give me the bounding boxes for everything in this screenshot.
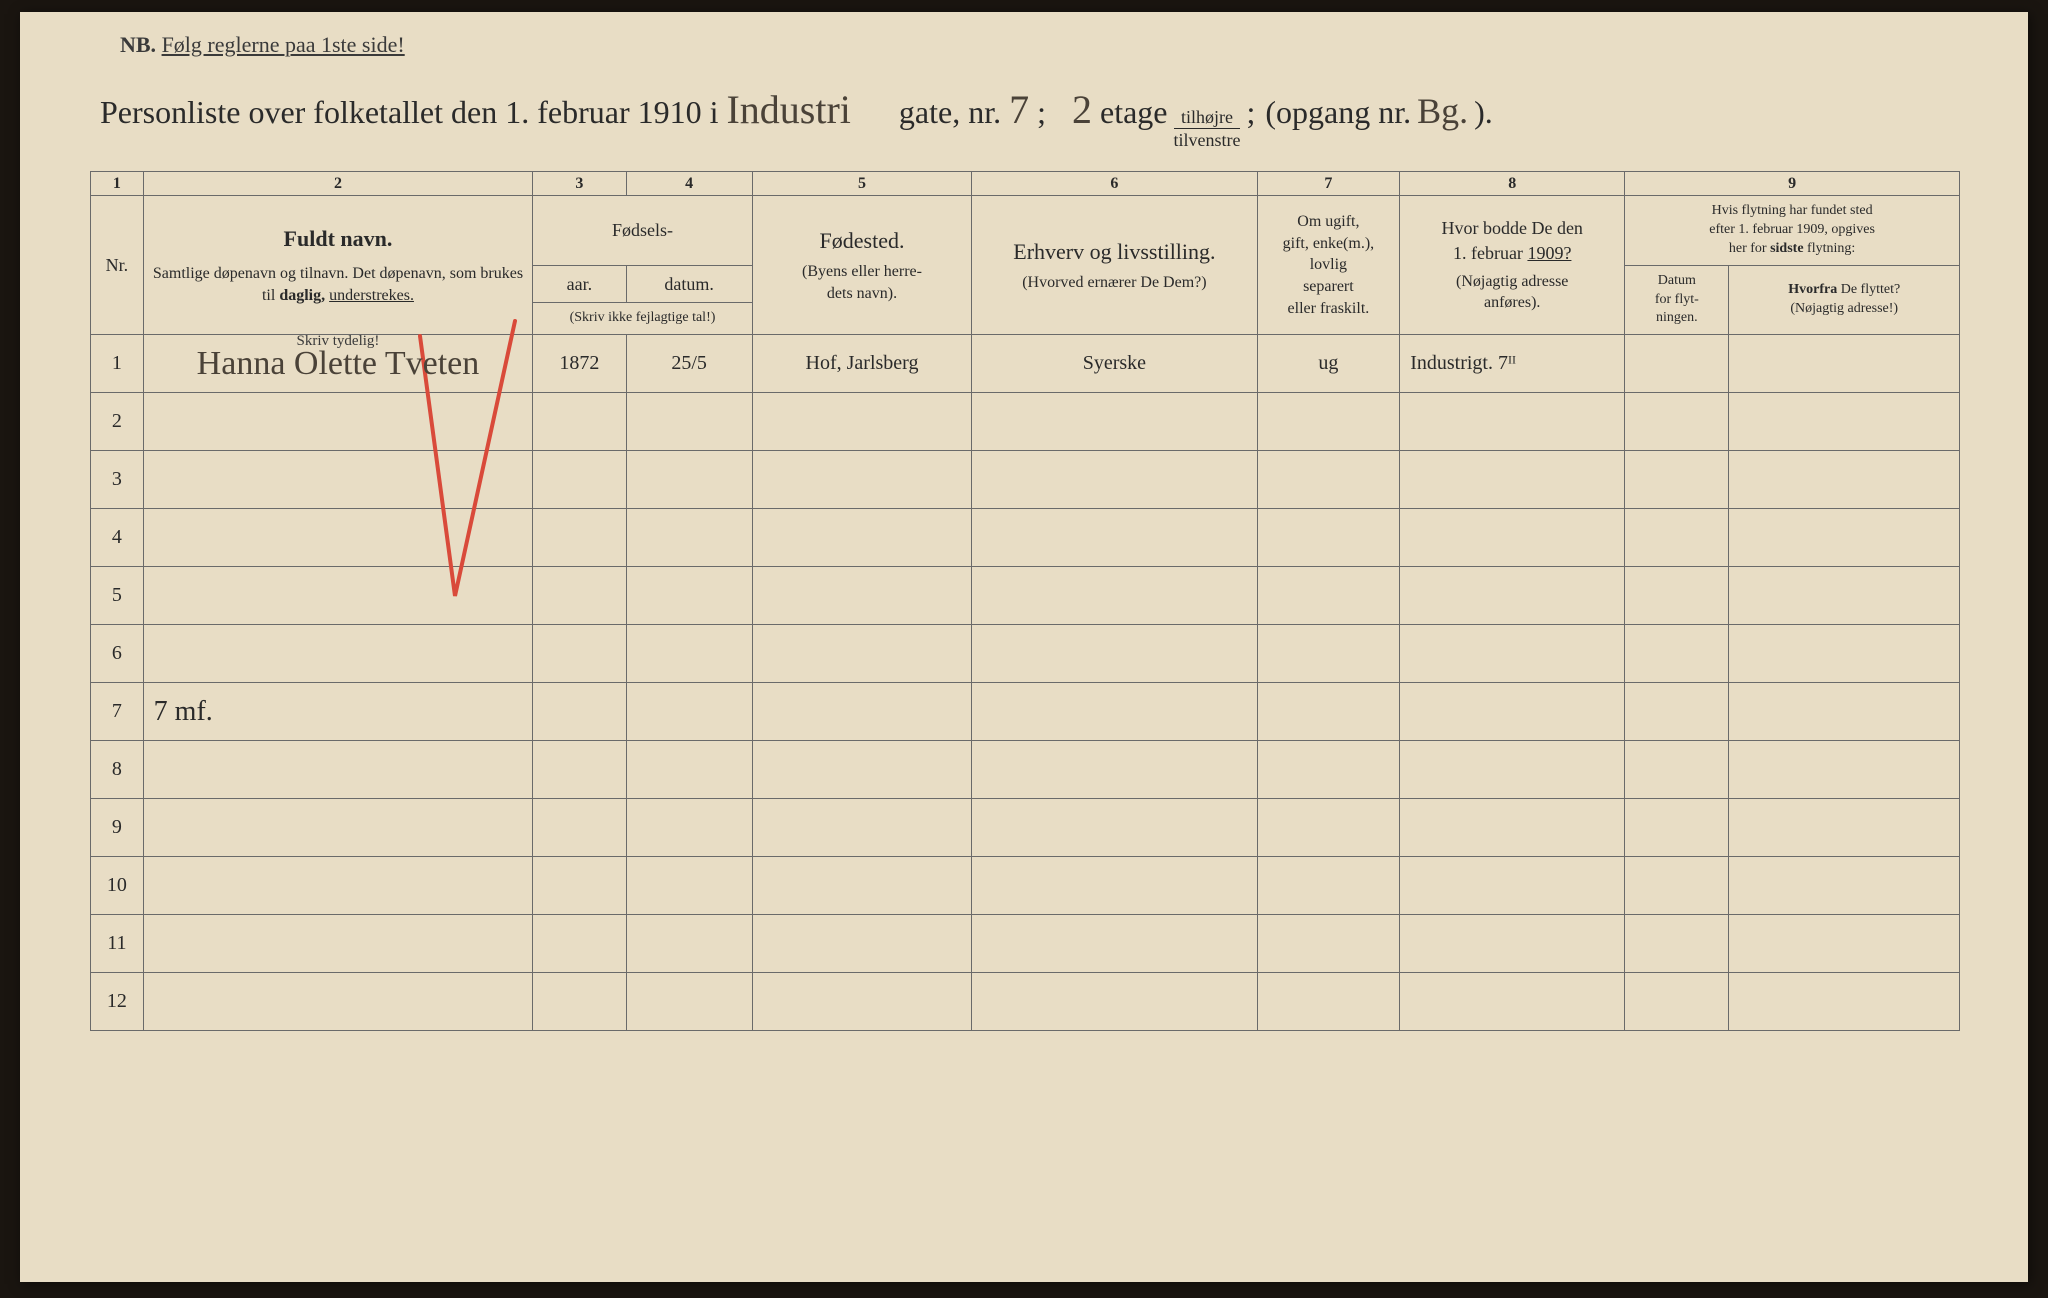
hdr-nr: Nr. xyxy=(91,196,144,335)
table-row: 77 mf. xyxy=(91,683,1960,741)
opgang-number: Bg. xyxy=(1411,90,1474,132)
colnum-1: 1 xyxy=(91,172,144,196)
hdr-birthplace-sub: (Byens eller herre-dets navn). xyxy=(761,261,963,304)
gate-label: gate, nr. xyxy=(899,94,1001,131)
close-paren: ). xyxy=(1474,94,1493,131)
hdr-name: Fuldt navn. Samtlige døpenavn og tilnavn… xyxy=(143,196,533,335)
colnum-3: 3 xyxy=(533,172,626,196)
table-row: 9 xyxy=(91,799,1960,857)
hdr-address: Hvor bodde De den1. februar 1909? (Nøjag… xyxy=(1400,196,1625,335)
census-table: 1 2 3 4 5 6 7 8 9 Nr. Fuldt navn. Samtli… xyxy=(90,171,1960,1031)
row7-note: 7 mf. xyxy=(143,683,533,741)
hdr-birth: Fødsels- xyxy=(533,196,752,266)
row-nr: 4 xyxy=(91,509,144,567)
colnum-9: 9 xyxy=(1625,172,1960,196)
hdr-date: datum. xyxy=(626,265,752,303)
hdr-addr-title: Hvor bodde De den1. februar 1909? xyxy=(1408,216,1616,265)
table-row: 12 xyxy=(91,973,1960,1031)
tilhojre: tilhøjre xyxy=(1174,108,1241,129)
row-movedate xyxy=(1625,335,1729,393)
tilvenstre: tilvenstre xyxy=(1174,129,1241,149)
table-row: 6 xyxy=(91,625,1960,683)
table-row: 4 xyxy=(91,509,1960,567)
skriv-tydelig: Skriv tydelig! xyxy=(297,333,380,350)
etage-label: etage xyxy=(1100,94,1168,131)
colnum-6: 6 xyxy=(972,172,1257,196)
side-fraction: tilhøjre tilvenstre xyxy=(1174,108,1241,149)
hdr-occ-title: Erhverv og livsstilling. xyxy=(980,237,1248,267)
semicolon2: ; xyxy=(1246,94,1255,131)
row-name-cell: Skriv tydelig! Hanna Olette Tveten xyxy=(143,335,533,393)
table-row: 2 xyxy=(91,393,1960,451)
gate-number: 7 xyxy=(1001,86,1037,133)
table-row: 11 xyxy=(91,915,1960,973)
table-row: 1 Skriv tydelig! Hanna Olette Tveten 187… xyxy=(91,335,1960,393)
row-movefrom xyxy=(1729,335,1960,393)
semicolon: ; xyxy=(1037,94,1046,131)
table-wrapper: 1 2 3 4 5 6 7 8 9 Nr. Fuldt navn. Samtli… xyxy=(90,171,1970,1031)
hdr-name-sub: Samtlige døpenavn og tilnavn. Det døpena… xyxy=(152,263,525,306)
row-date: 25/5 xyxy=(626,335,752,393)
colnum-7: 7 xyxy=(1257,172,1400,196)
hdr-marital: Om ugift,gift, enke(m.),lovligseparertel… xyxy=(1257,196,1400,335)
hdr-move-date: Datumfor flyt-ningen. xyxy=(1625,265,1729,335)
row-nr: 12 xyxy=(91,973,144,1031)
colnum-8: 8 xyxy=(1400,172,1625,196)
table-row: 3 xyxy=(91,451,1960,509)
table-row: 10 xyxy=(91,857,1960,915)
hdr-move-from: Hvorfra De flyttet?(Nøjagtig adresse!) xyxy=(1729,265,1960,335)
hdr-move: Hvis flytning har fundet stedefter 1. fe… xyxy=(1625,196,1960,266)
colnum-4: 4 xyxy=(626,172,752,196)
hdr-occupation: Erhverv og livsstilling. (Hvorved ernære… xyxy=(972,196,1257,335)
row-address: Industrigt. 7ᴵᴵ xyxy=(1400,335,1625,393)
row-nr: 11 xyxy=(91,915,144,973)
row-name: Hanna Olette Tveten xyxy=(197,345,480,382)
row-nr: 9 xyxy=(91,799,144,857)
hdr-occ-sub: (Hvorved ernærer De Dem?) xyxy=(980,272,1248,294)
row-nr: 8 xyxy=(91,741,144,799)
row-nr: 2 xyxy=(91,393,144,451)
rules-text: Følg reglerne paa 1ste side! xyxy=(162,32,405,57)
document-page: NB. Følg reglerne paa 1ste side! Personl… xyxy=(20,12,2028,1282)
colnum-2: 2 xyxy=(143,172,533,196)
nb-header-line: NB. Følg reglerne paa 1ste side! xyxy=(90,32,1970,58)
nb-label: NB. xyxy=(120,32,156,57)
hdr-year-note: (Skriv ikke fejlagtige tal!) xyxy=(533,303,752,335)
hdr-birthplace-title: Fødested. xyxy=(761,226,963,256)
row-year: 1872 xyxy=(533,335,626,393)
row-marital: ug xyxy=(1257,335,1400,393)
title-prefix: Personliste over folketallet den 1. febr… xyxy=(100,94,718,131)
table-row: 5 xyxy=(91,567,1960,625)
row-nr: 3 xyxy=(91,451,144,509)
page-content: NB. Følg reglerne paa 1ste side! Personl… xyxy=(90,32,1970,1031)
floor-number: 2 xyxy=(1064,86,1100,133)
row-nr: 6 xyxy=(91,625,144,683)
row-birthplace: Hof, Jarlsberg xyxy=(752,335,971,393)
hdr-name-title: Fuldt navn. xyxy=(152,224,525,254)
street-handwritten: Industri xyxy=(718,86,858,133)
colnum-5: 5 xyxy=(752,172,971,196)
row-nr: 7 xyxy=(91,683,144,741)
title-line: Personliste over folketallet den 1. febr… xyxy=(90,86,1970,149)
table-row: 8 xyxy=(91,741,1960,799)
row-nr: 5 xyxy=(91,567,144,625)
column-number-row: 1 2 3 4 5 6 7 8 9 xyxy=(91,172,1960,196)
header-row-1: Nr. Fuldt navn. Samtlige døpenavn og til… xyxy=(91,196,1960,266)
row-nr: 10 xyxy=(91,857,144,915)
row-nr: 1 xyxy=(91,335,144,393)
hdr-year: aar. xyxy=(533,265,626,303)
opgang-label: (opgang nr. xyxy=(1265,94,1411,131)
hdr-addr-sub: (Nøjagtig adresseanføres). xyxy=(1408,271,1616,314)
hdr-birthplace: Fødested. (Byens eller herre-dets navn). xyxy=(752,196,971,335)
row-occupation: Syerske xyxy=(972,335,1257,393)
